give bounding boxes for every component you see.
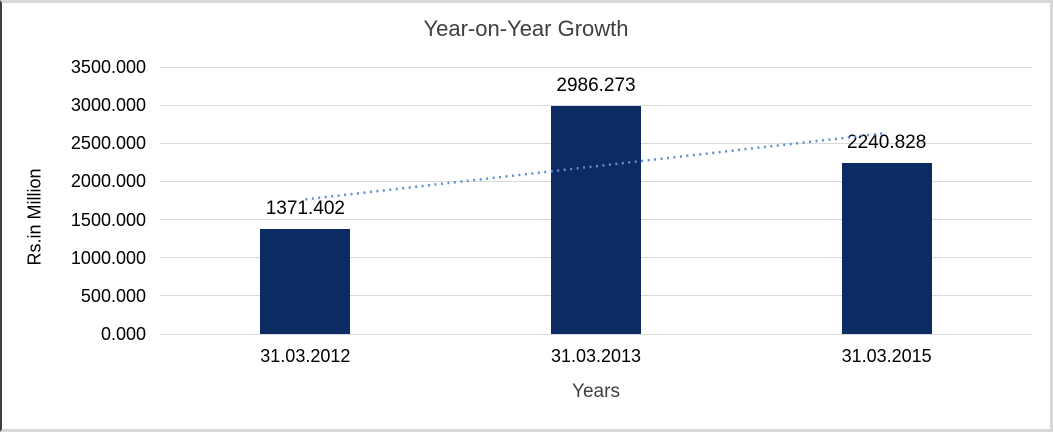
y-tick-label: 3500.000 <box>70 57 146 77</box>
bar <box>841 163 932 334</box>
y-tick-label: 2500.000 <box>70 133 146 154</box>
x-tick-label: 31.03.2015 <box>841 346 932 366</box>
bar <box>260 229 351 334</box>
data-label: 1371.402 <box>265 198 345 220</box>
y-tick-label: 3000.000 <box>70 95 146 116</box>
y-tick-label: 500.000 <box>80 285 146 306</box>
y-tick-label: 1000.000 <box>70 247 146 268</box>
gridline <box>160 333 1032 335</box>
x-axis-title: Years <box>572 381 620 402</box>
data-label: 2240.828 <box>847 132 927 154</box>
data-label: 2986.273 <box>556 75 636 97</box>
x-tick-label: 31.03.2012 <box>260 346 351 366</box>
bar <box>551 106 641 334</box>
y-tick-label: 0.000 <box>100 324 146 344</box>
chart-title: Year-on-Year Growth <box>423 16 629 41</box>
gridline <box>160 66 1032 68</box>
x-tick-label: 31.03.2013 <box>550 346 642 366</box>
gridline <box>160 104 1032 106</box>
y-tick-label: 1500.000 <box>70 209 146 230</box>
y-tick-label: 2000.000 <box>70 171 146 192</box>
